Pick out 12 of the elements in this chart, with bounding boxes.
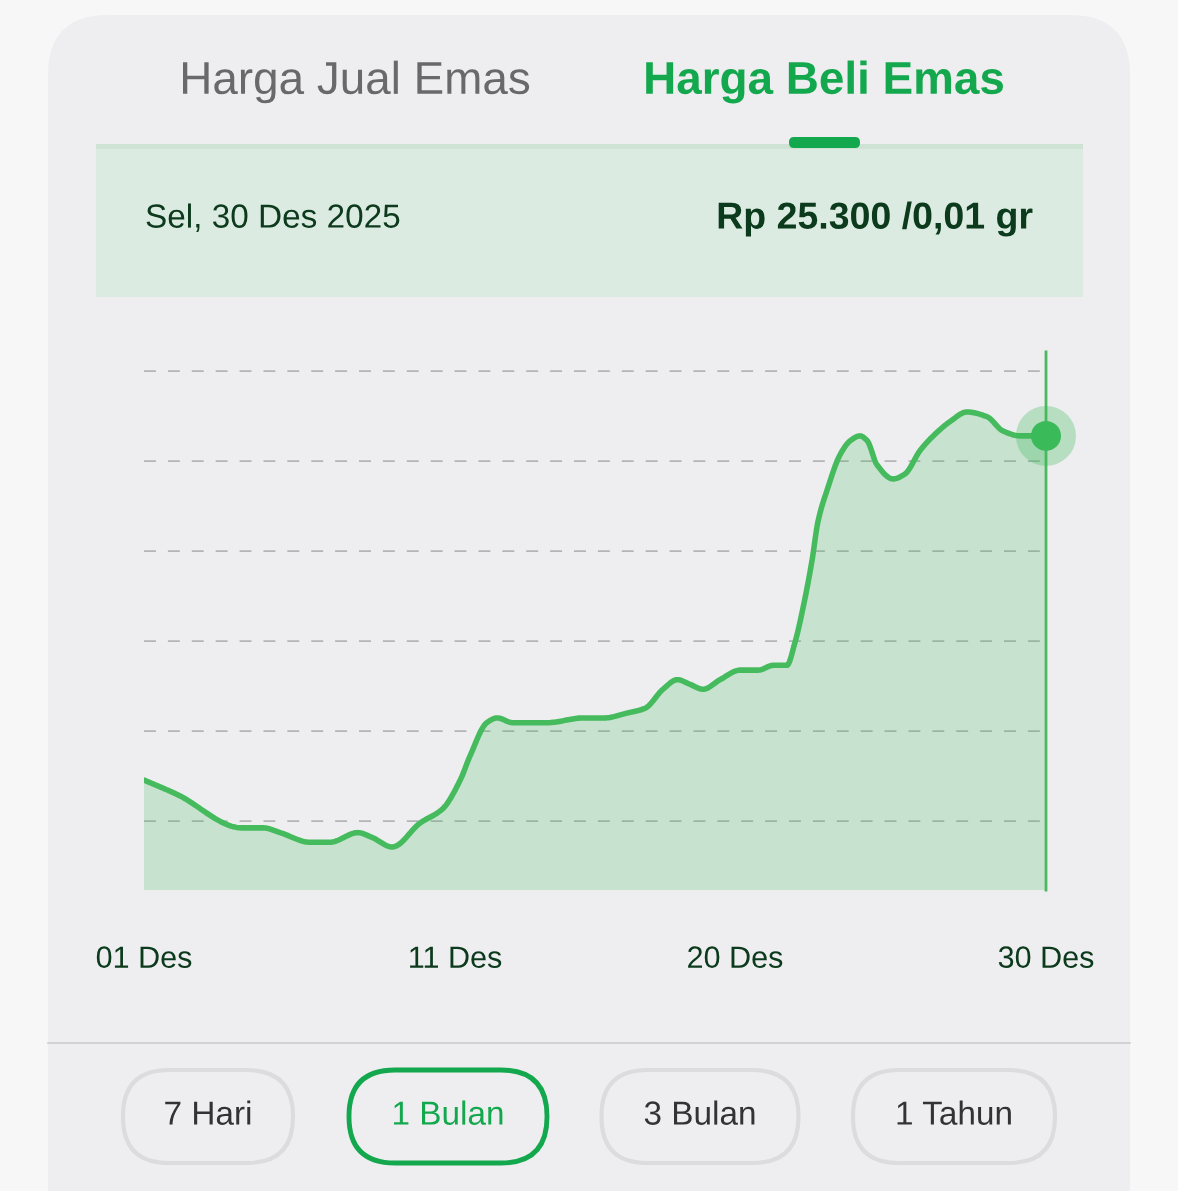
- text: 1 Tahun: [897, 1100, 1011, 1125]
- x-tick-label: 30 Des: [998, 946, 1094, 968]
- text: 3 Bulan: [644, 1100, 755, 1125]
- x-tick-label: 11 Des: [410, 946, 502, 968]
- text: Sel, 30 Des 2025: [146, 203, 400, 232]
- x-tick-label: 20 Des: [688, 946, 783, 968]
- text: Rp 25.300 /0,01 gr: [718, 201, 1033, 237]
- text: Harga Jual Emas: [183, 60, 530, 104]
- text: 7 Hari: [165, 1100, 251, 1125]
- text: 1 Bulan: [394, 1100, 503, 1125]
- chart-title: Harga Beli Emas: [646, 60, 1003, 104]
- x-tick-label: 01 Des: [96, 946, 192, 968]
